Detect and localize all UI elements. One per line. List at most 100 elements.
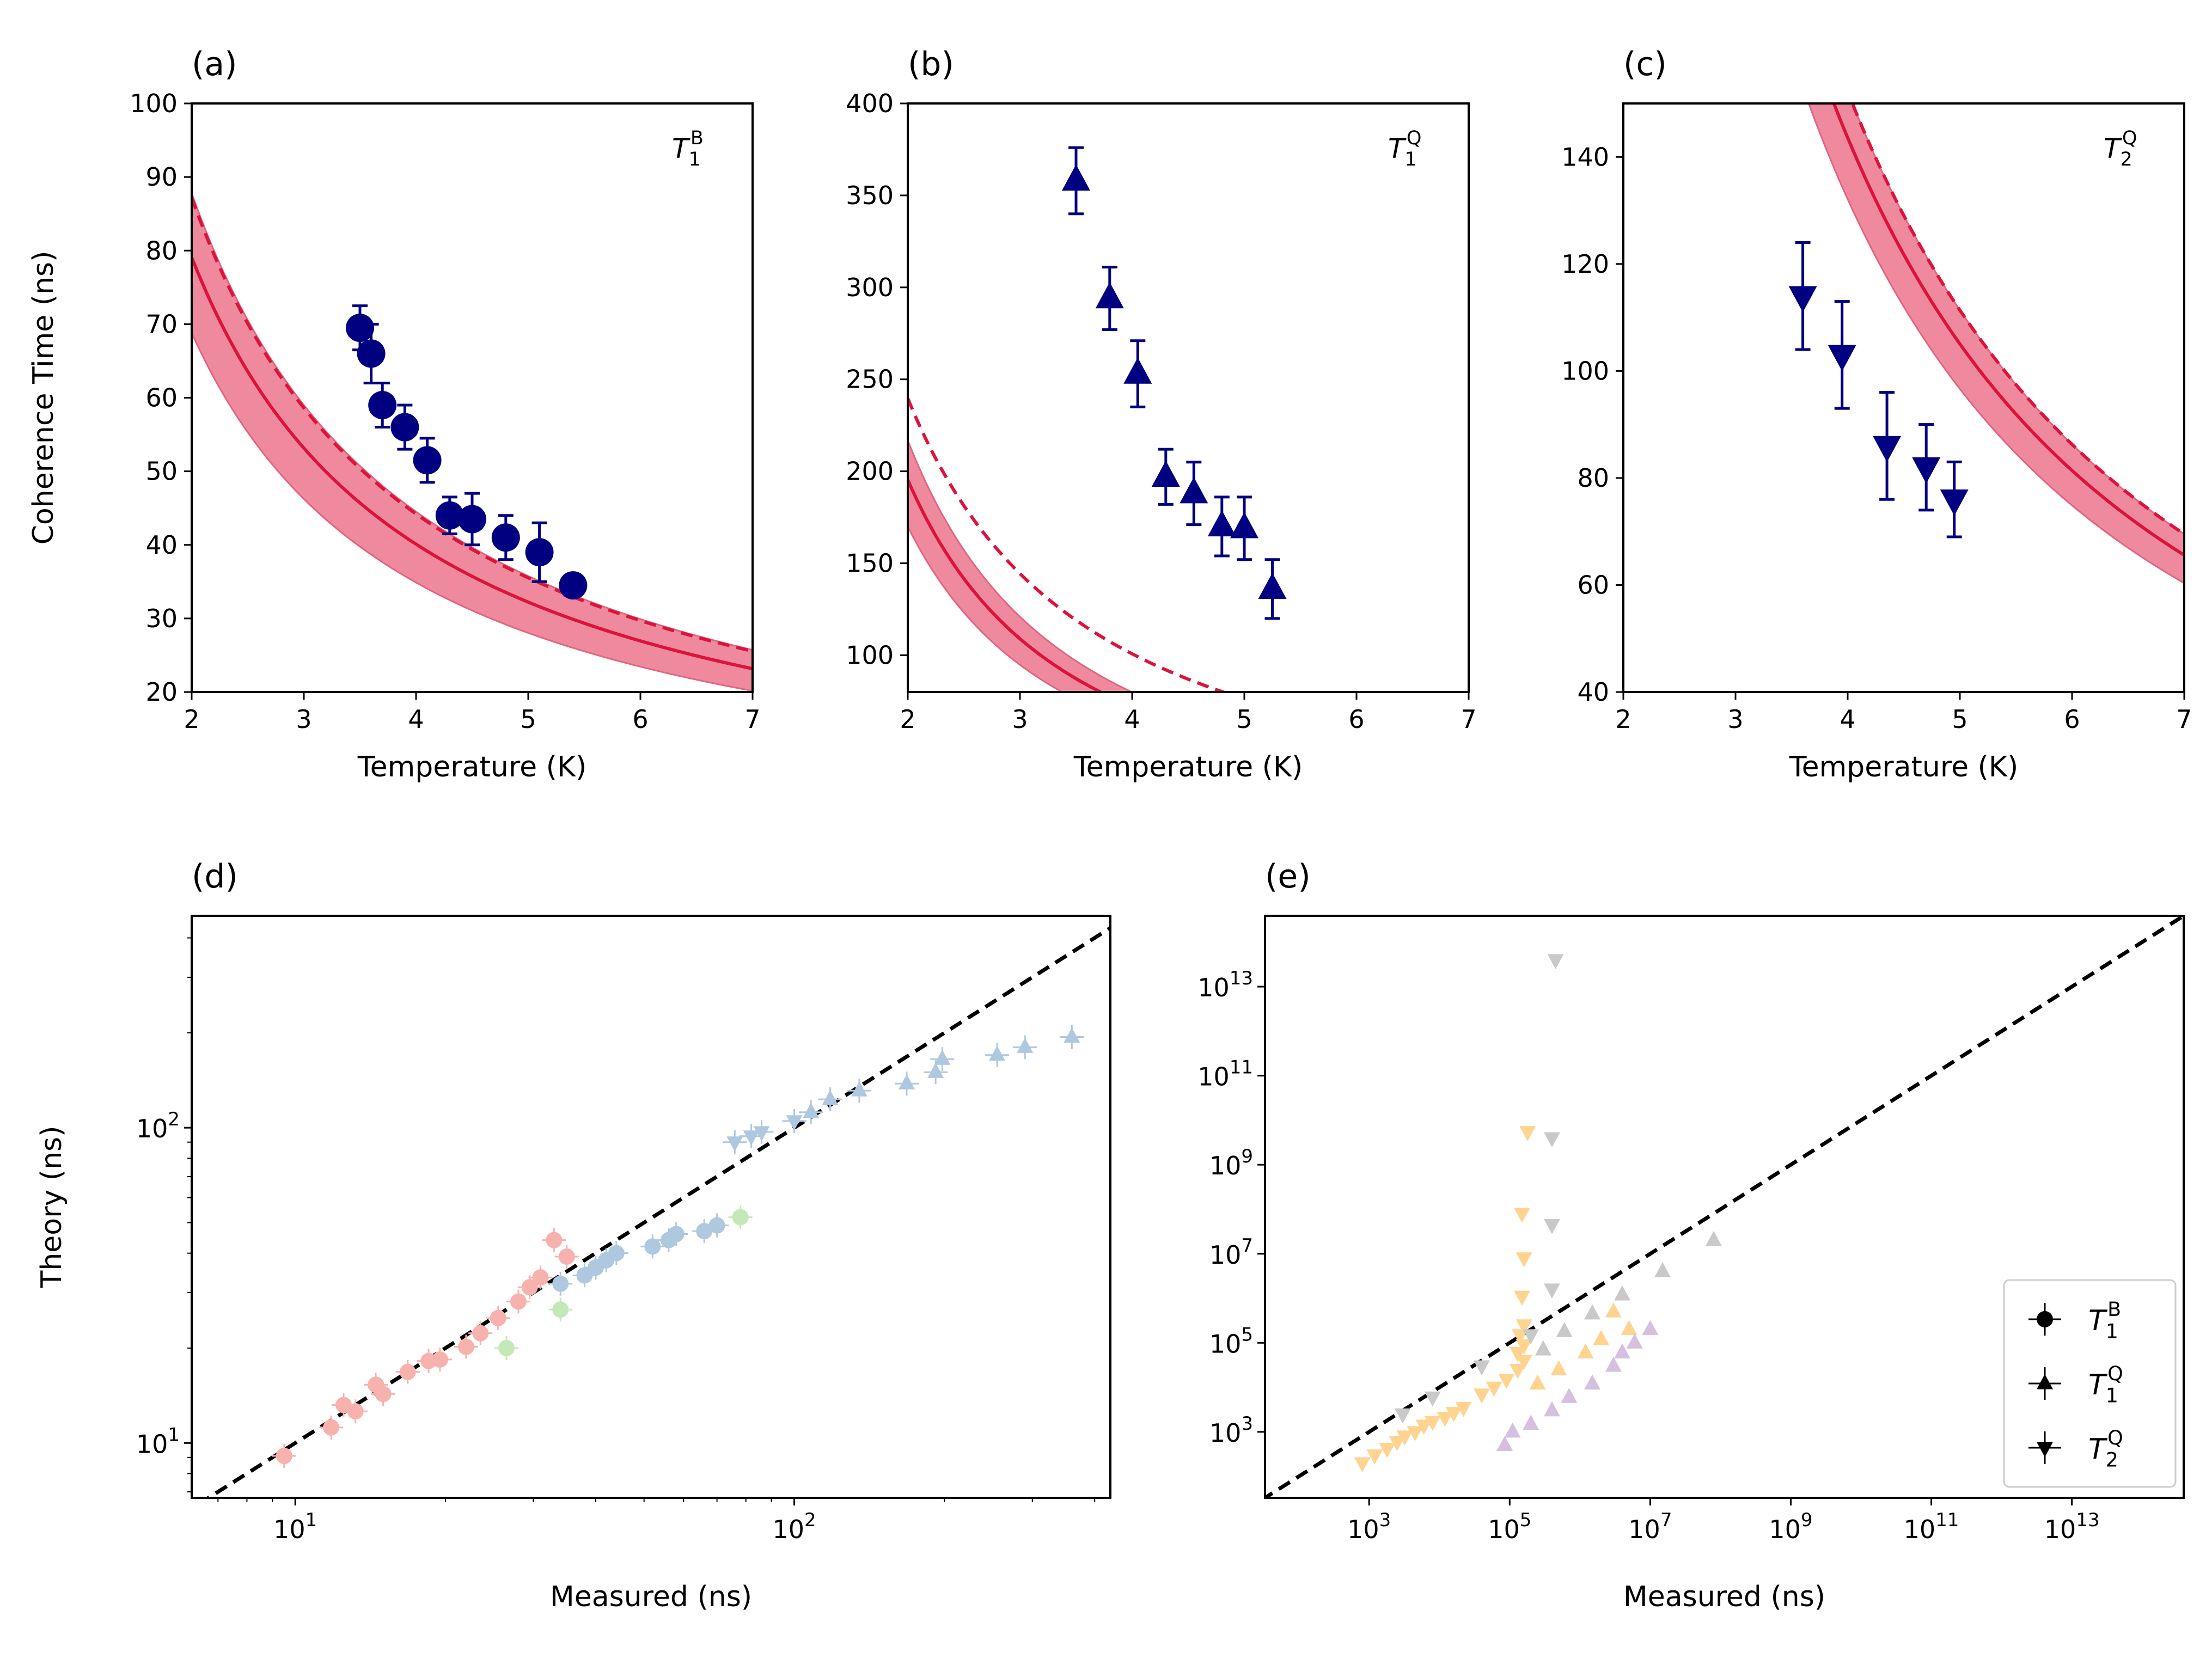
- legend-label-base: T: [2088, 1433, 2108, 1466]
- data-point: [343, 1399, 368, 1424]
- data-point: [1547, 954, 1564, 970]
- data-marker: [546, 1232, 563, 1248]
- data-point: [894, 1072, 919, 1096]
- x-tick-label: 103: [1347, 1509, 1391, 1544]
- y-tick-label: 60: [145, 383, 178, 413]
- x-tick-label-base: 10: [2044, 1515, 2076, 1544]
- dashed-fit-line: [1850, 103, 2184, 536]
- data-point: [1514, 1290, 1531, 1306]
- plot-area: [1788, 103, 2184, 584]
- data-point: [1060, 1025, 1084, 1049]
- x-tick-label: 2: [1615, 705, 1631, 734]
- data-point: [1496, 1436, 1513, 1451]
- data-point: [390, 403, 419, 451]
- data-marker: [1543, 1219, 1560, 1234]
- data-marker: [1523, 1415, 1539, 1430]
- data-point: [427, 1347, 452, 1372]
- data-point: [1424, 1416, 1441, 1431]
- y-tick-label: 20: [145, 677, 178, 707]
- data-point: [604, 1241, 628, 1265]
- legend-label-base: T: [2088, 1305, 2108, 1337]
- y-tick-label-base: 10: [1197, 973, 1230, 1002]
- y-axis-label: Coherence Time (ns): [27, 251, 60, 545]
- y-axis-label: Theory (ns): [35, 1126, 68, 1289]
- series-T1Q: [1535, 1231, 1722, 1356]
- panel-a: 2 3 4 5 6 7 20 30 40 50 60 70 80 90 100 Temperature (K)…: [27, 45, 761, 783]
- data-marker: [1626, 1333, 1643, 1349]
- data-point: [1486, 1381, 1502, 1397]
- data-marker: [1605, 1302, 1622, 1318]
- panel-symbol-base: T: [1388, 133, 1407, 164]
- y-tick-label: 400: [846, 89, 894, 118]
- legend-label-sup: Q: [2107, 1362, 2123, 1385]
- data-marker: [1593, 1330, 1610, 1345]
- data-point: [491, 514, 520, 561]
- x-tick-label-exp: 2: [804, 1509, 816, 1531]
- data-point: [1828, 300, 1856, 410]
- panel-symbol: T1Q: [1388, 127, 1421, 170]
- y-tick-label-base: 10: [1209, 1418, 1242, 1448]
- data-marker: [1614, 1343, 1631, 1358]
- data-marker: [1354, 1457, 1371, 1473]
- data-marker: [346, 314, 374, 342]
- data-point: [454, 1334, 478, 1359]
- data-point: [494, 1336, 519, 1360]
- data-marker: [822, 1089, 839, 1105]
- data-point: [1516, 1319, 1532, 1335]
- y-tick-label: 103: [1209, 1413, 1253, 1448]
- data-point: [818, 1087, 842, 1112]
- data-point: [1396, 1430, 1413, 1446]
- x-axis-label: Temperature (K): [357, 751, 587, 783]
- legend-label: T1Q: [2088, 1362, 2123, 1407]
- data-marker: [276, 1448, 292, 1465]
- data-marker: [1529, 1374, 1546, 1390]
- data-marker: [458, 505, 486, 534]
- plot-area: [1265, 916, 2184, 1498]
- data-point: [847, 1079, 871, 1103]
- panel-e: 103 105 107 109 1011 101310310510710910111013…: [1197, 858, 2185, 1613]
- data-point: [1407, 1426, 1423, 1442]
- data-marker: [347, 1403, 364, 1420]
- data-point: [548, 1297, 573, 1322]
- x-tick-label-base: 10: [1628, 1515, 1660, 1544]
- data-point: [1207, 495, 1236, 558]
- data-marker: [934, 1050, 951, 1065]
- data-marker: [457, 1338, 474, 1355]
- data-marker: [1519, 1126, 1536, 1141]
- series-T2Q: [1394, 954, 1564, 1424]
- legend-marker: [2037, 1311, 2053, 1327]
- data-marker: [1473, 1388, 1490, 1404]
- y-tick-label: 107: [1209, 1235, 1253, 1270]
- data-marker: [1366, 1449, 1383, 1465]
- y-tick-label-base: 10: [136, 1429, 168, 1459]
- x-tick-label: 101: [273, 1509, 317, 1544]
- panel-symbol: T2Q: [2104, 127, 2137, 170]
- y-tick-label-exp: 11: [1230, 1057, 1253, 1079]
- x-tick-label-exp: 9: [1801, 1509, 1813, 1531]
- data-point: [1614, 1343, 1631, 1358]
- data-point: [1605, 1356, 1622, 1372]
- data-point: [272, 1444, 296, 1468]
- data-point: [1062, 146, 1090, 216]
- data-point: [1654, 1262, 1671, 1277]
- panel-c: 2 3 4 5 6 7 40 60 80 100 120 140 Temperature (K) (c) T…: [1561, 45, 2192, 783]
- x-tick-label-exp: 3: [1379, 1509, 1391, 1531]
- fit-line: [192, 256, 753, 671]
- x-axis-label: Temperature (K): [1789, 751, 2019, 783]
- data-point: [1642, 1320, 1659, 1336]
- data-marker: [510, 1293, 527, 1310]
- panel-symbol-sup: Q: [1407, 127, 1422, 149]
- data-marker: [1509, 1364, 1526, 1379]
- x-tick-label-exp: 13: [2076, 1509, 2099, 1531]
- data-marker: [1523, 1329, 1539, 1345]
- data-marker: [1514, 1208, 1531, 1223]
- data-point: [1389, 1436, 1406, 1452]
- data-point: [1013, 1035, 1037, 1060]
- data-marker: [743, 1130, 760, 1146]
- confidence-band: [908, 440, 1134, 692]
- plot-area: [192, 193, 753, 692]
- data-point: [985, 1043, 1010, 1067]
- data-point: [728, 1205, 753, 1229]
- series-T1Q: [799, 1025, 1084, 1124]
- data-point: [486, 1306, 510, 1330]
